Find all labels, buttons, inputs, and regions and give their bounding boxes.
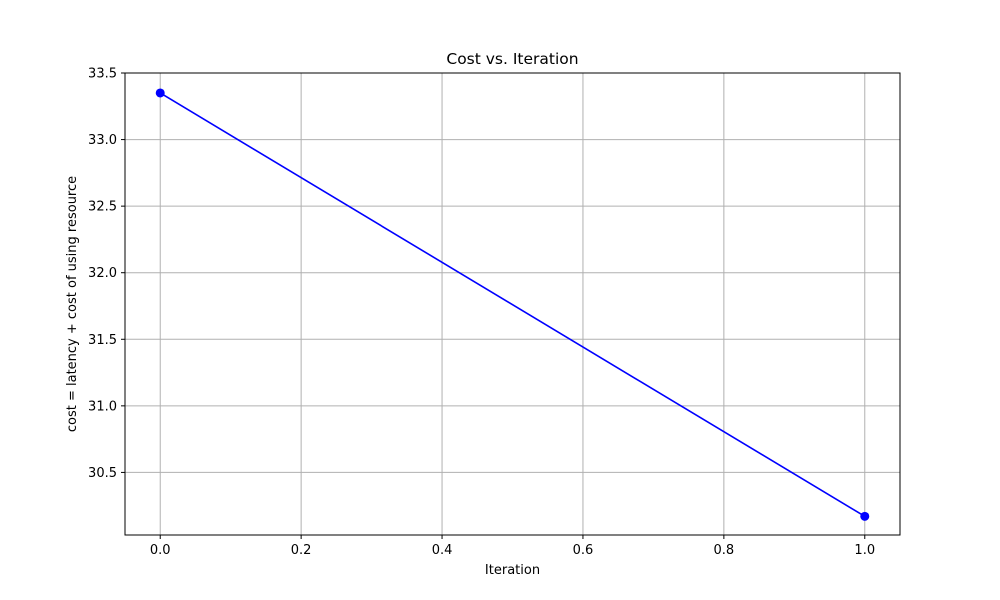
y-tick-label: 32.5 — [88, 200, 117, 215]
y-tick-label: 32.0 — [88, 266, 117, 281]
data-point — [860, 511, 870, 521]
y-tick-label: 31.5 — [88, 333, 117, 348]
x-tick-label: 0.4 — [432, 543, 453, 558]
data-point — [155, 88, 165, 98]
x-tick-label: 0.2 — [291, 543, 312, 558]
x-tick-label: 0.0 — [150, 543, 171, 558]
x-tick-label: 1.0 — [854, 543, 875, 558]
y-tick-label: 33.5 — [88, 67, 117, 82]
x-tick-label: 0.8 — [714, 543, 735, 558]
x-tick-label: 0.6 — [573, 543, 594, 558]
chart-title: Cost vs. Iteration — [446, 50, 578, 68]
series-line — [159, 92, 866, 518]
y-tick-label: 30.5 — [88, 466, 117, 481]
plot-area-frame — [124, 72, 901, 536]
x-axis-title: Iteration — [485, 563, 540, 578]
y-axis-title: cost = latency + cost of using resource — [65, 176, 80, 432]
axis-ticks: 0.0 0.2 0.4 0.6 0.8 1.0 30.5 31.0 31.5 32.0 32.5 33… — [88, 67, 875, 559]
y-tick-label: 33.0 — [88, 133, 117, 148]
y-tick-label: 31.0 — [88, 399, 117, 414]
series-layer — [155, 88, 870, 521]
